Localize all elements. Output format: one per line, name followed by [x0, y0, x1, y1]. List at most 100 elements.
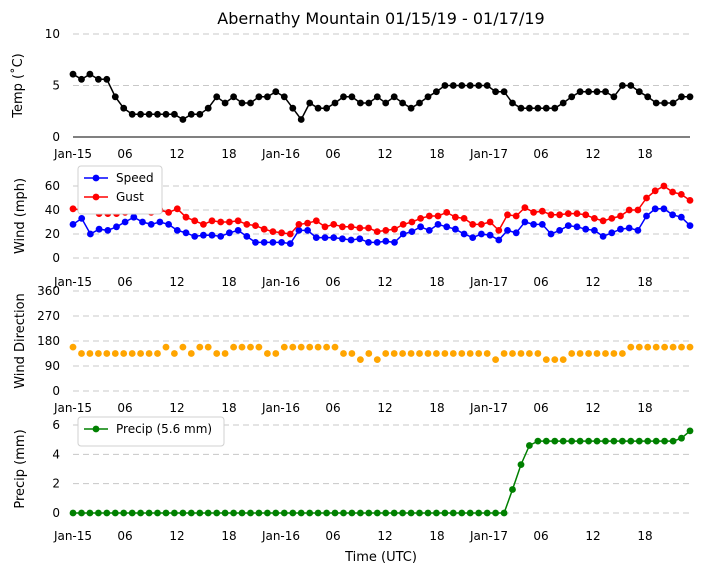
x-tick-label: 06 — [533, 529, 548, 543]
x-tick-label: 12 — [169, 529, 184, 543]
data-point — [526, 350, 533, 357]
data-point — [460, 230, 468, 238]
data-point — [530, 221, 537, 228]
y-tick-label: 0 — [52, 506, 60, 520]
x-axis-title: Time (UTC) — [344, 550, 417, 565]
x-tick-label: 12 — [585, 529, 600, 543]
data-point — [69, 205, 77, 213]
data-point — [221, 350, 229, 357]
data-point — [417, 223, 424, 231]
data-point — [247, 343, 254, 351]
y-tick-label: 0 — [52, 251, 60, 265]
data-point — [677, 213, 685, 221]
x-tick-label: 18 — [221, 147, 236, 161]
data-point — [559, 437, 567, 445]
data-point — [323, 343, 330, 351]
data-point — [661, 99, 668, 107]
data-point — [306, 343, 314, 351]
y-tick-label: 360 — [37, 284, 60, 298]
data-point — [660, 182, 668, 190]
data-point — [69, 343, 77, 351]
data-point — [357, 356, 364, 363]
data-point — [373, 93, 381, 101]
data-point — [399, 230, 407, 238]
data-point — [469, 221, 477, 228]
x-tick-label: 12 — [585, 401, 600, 415]
data-point — [391, 239, 398, 246]
data-point — [660, 205, 668, 213]
x-tick-label: 12 — [169, 401, 184, 415]
data-point — [226, 229, 233, 237]
data-point — [635, 343, 643, 351]
data-point — [449, 82, 457, 89]
data-point — [686, 427, 694, 435]
y-tick-label: 6 — [52, 418, 60, 432]
x-tick-label: 12 — [377, 147, 392, 161]
data-point — [69, 70, 77, 78]
data-point — [424, 509, 432, 517]
data-point — [348, 350, 356, 357]
data-point — [243, 221, 251, 228]
data-point — [196, 110, 204, 118]
x-tick-label: Jan-17 — [469, 147, 508, 161]
data-point — [652, 99, 660, 107]
data-point — [323, 509, 330, 517]
data-point — [509, 99, 516, 107]
data-point — [408, 218, 416, 226]
x-tick-label: Jan-16 — [261, 401, 300, 415]
data-point — [260, 239, 268, 246]
data-point — [187, 110, 195, 118]
data-point — [678, 434, 685, 442]
data-point — [568, 93, 576, 101]
data-point — [196, 509, 204, 517]
data-point — [408, 228, 416, 236]
data-point — [314, 343, 322, 351]
data-point — [269, 239, 277, 246]
x-tick-label: Jan-15 — [53, 275, 92, 289]
data-point — [517, 104, 525, 112]
data-point — [128, 509, 136, 517]
x-tick-label: 18 — [221, 401, 236, 415]
data-point — [286, 230, 294, 238]
x-tick-label: 06 — [117, 529, 132, 543]
data-point — [264, 509, 271, 517]
data-point — [478, 221, 485, 228]
data-point — [264, 350, 271, 357]
data-point — [213, 509, 221, 517]
data-point — [365, 239, 372, 246]
data-point — [304, 227, 311, 234]
data-point — [542, 356, 550, 363]
x-tick-label: 18 — [429, 275, 444, 289]
data-point — [103, 350, 111, 357]
data-point — [517, 461, 525, 468]
data-point — [576, 88, 584, 96]
data-point — [486, 218, 494, 226]
data-point — [509, 486, 516, 493]
x-tick-label: 12 — [169, 147, 184, 161]
y-tick-label: 270 — [37, 309, 60, 323]
data-point — [551, 356, 559, 363]
data-point — [78, 215, 86, 222]
data-point — [434, 212, 442, 220]
data-point — [272, 509, 280, 517]
data-point — [130, 213, 138, 221]
data-point — [69, 221, 77, 228]
data-point — [213, 93, 221, 101]
data-point — [434, 221, 442, 228]
x-tick-label: 06 — [117, 147, 132, 161]
data-point — [619, 350, 626, 357]
data-point — [252, 239, 259, 246]
data-point — [416, 509, 423, 517]
data-point — [416, 350, 423, 357]
data-point — [69, 509, 77, 517]
data-point — [247, 99, 254, 107]
data-point — [162, 343, 170, 351]
data-point — [272, 350, 280, 357]
data-point — [278, 239, 285, 246]
data-point — [602, 437, 609, 445]
data-point — [289, 343, 297, 351]
y-axis-title: Precip (mm) — [13, 429, 28, 508]
data-point — [416, 99, 423, 107]
data-point — [610, 437, 618, 445]
